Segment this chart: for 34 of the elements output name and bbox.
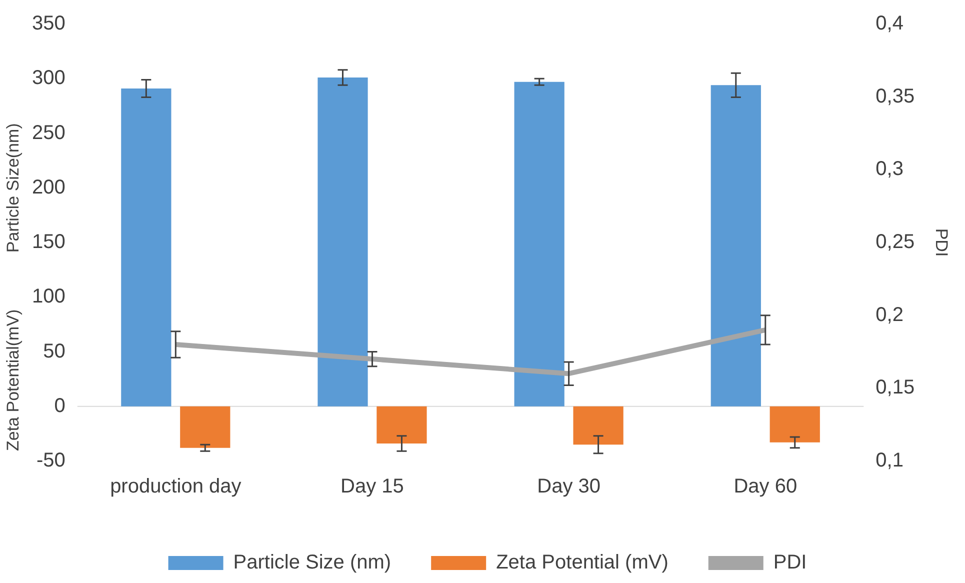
y-tick-label: 100 xyxy=(32,286,66,308)
legend-label: Particle Size (nm) xyxy=(233,552,392,574)
x-tick-label: Day 30 xyxy=(537,476,600,498)
y2-tick-label: 0,3 xyxy=(876,158,904,180)
y-tick-label: 0 xyxy=(54,394,66,417)
y2-tick-label: 0,35 xyxy=(876,85,915,108)
bar xyxy=(121,88,172,406)
bar xyxy=(573,406,624,445)
y2-tick-label: 0,25 xyxy=(876,231,915,254)
x-tick-label: Day 15 xyxy=(340,476,404,498)
bar xyxy=(376,406,427,444)
bar xyxy=(180,406,230,448)
bar xyxy=(318,78,368,406)
y2-tick-label: 0,15 xyxy=(876,376,915,399)
y-tick-label: 300 xyxy=(32,67,66,90)
y-tick-label: 250 xyxy=(32,122,66,144)
y-tick-label: 350 xyxy=(32,12,66,35)
bar xyxy=(514,82,564,406)
y-tick-label: 50 xyxy=(43,340,66,362)
legend-label: Zeta Potential (mV) xyxy=(496,552,668,574)
y2-axis-title: PDI xyxy=(932,228,952,257)
y-axis-title: Particle Size(nm) xyxy=(4,123,23,253)
y-tick-label: 200 xyxy=(32,176,66,198)
y-tick-label: 150 xyxy=(32,231,66,254)
legend-label: PDI xyxy=(773,552,807,574)
bar xyxy=(710,85,761,406)
bar xyxy=(770,406,820,442)
y2-tick-label: 0,2 xyxy=(876,304,904,326)
y-tick-label: -50 xyxy=(36,450,66,472)
y2-tick-label: 0,4 xyxy=(876,12,904,35)
x-tick-label: Day 60 xyxy=(734,476,798,498)
y2-tick-label: 0,1 xyxy=(876,450,904,472)
text: Zeta Potential(mV) xyxy=(4,309,23,451)
x-tick-label: production day xyxy=(110,476,242,498)
